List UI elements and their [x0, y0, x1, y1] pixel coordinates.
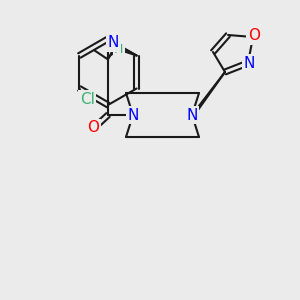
Text: N: N: [108, 35, 119, 50]
Text: O: O: [248, 28, 260, 44]
Text: Cl: Cl: [80, 92, 95, 107]
Text: N: N: [186, 107, 198, 122]
Text: N: N: [243, 56, 255, 70]
Text: N: N: [127, 107, 139, 122]
Text: H: H: [114, 43, 123, 56]
Text: O: O: [87, 121, 99, 136]
